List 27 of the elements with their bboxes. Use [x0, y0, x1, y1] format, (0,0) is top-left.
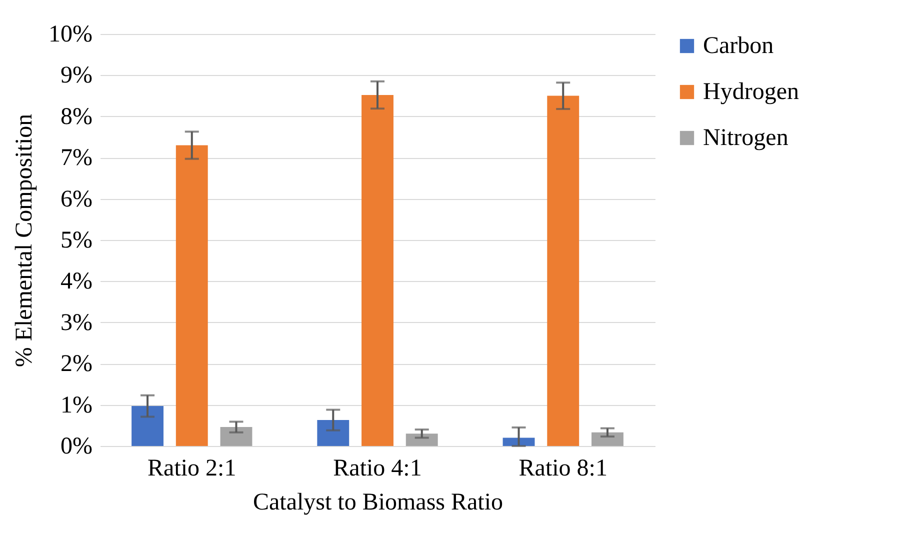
bar: [220, 427, 252, 446]
y-tick-label: 4%: [60, 268, 92, 295]
bar: [592, 432, 624, 446]
bar: [406, 434, 438, 446]
y-tick-label: 7%: [60, 145, 92, 172]
legend-label: Nitrogen: [703, 125, 788, 151]
y-axis-title: % Elemental Composition: [12, 114, 38, 368]
x-tick-label: Ratio 2:1: [148, 456, 236, 482]
y-tick-label: 2%: [60, 351, 92, 378]
legend-label: Carbon: [703, 33, 774, 59]
y-tick-label: 5%: [60, 228, 92, 254]
y-tick-label: 10%: [48, 22, 92, 48]
bar: [132, 406, 164, 446]
x-axis-title: Catalyst to Biomass Ratio: [253, 490, 503, 516]
bar: [317, 420, 350, 446]
y-tick-label: 3%: [60, 310, 92, 336]
y-tick-label: 9%: [60, 62, 92, 89]
bar: [547, 96, 580, 446]
y-tick-label: 6%: [60, 186, 92, 212]
bar: [176, 145, 208, 446]
x-tick-label: Ratio 8:1: [518, 456, 608, 482]
legend-label: Hydrogen: [703, 79, 799, 105]
bar: [362, 94, 394, 446]
y-tick-label: 1%: [60, 392, 92, 418]
x-tick-label: Ratio 4:1: [333, 456, 422, 482]
y-tick-label: 0%: [60, 434, 92, 460]
y-tick-label: 8%: [60, 104, 92, 130]
